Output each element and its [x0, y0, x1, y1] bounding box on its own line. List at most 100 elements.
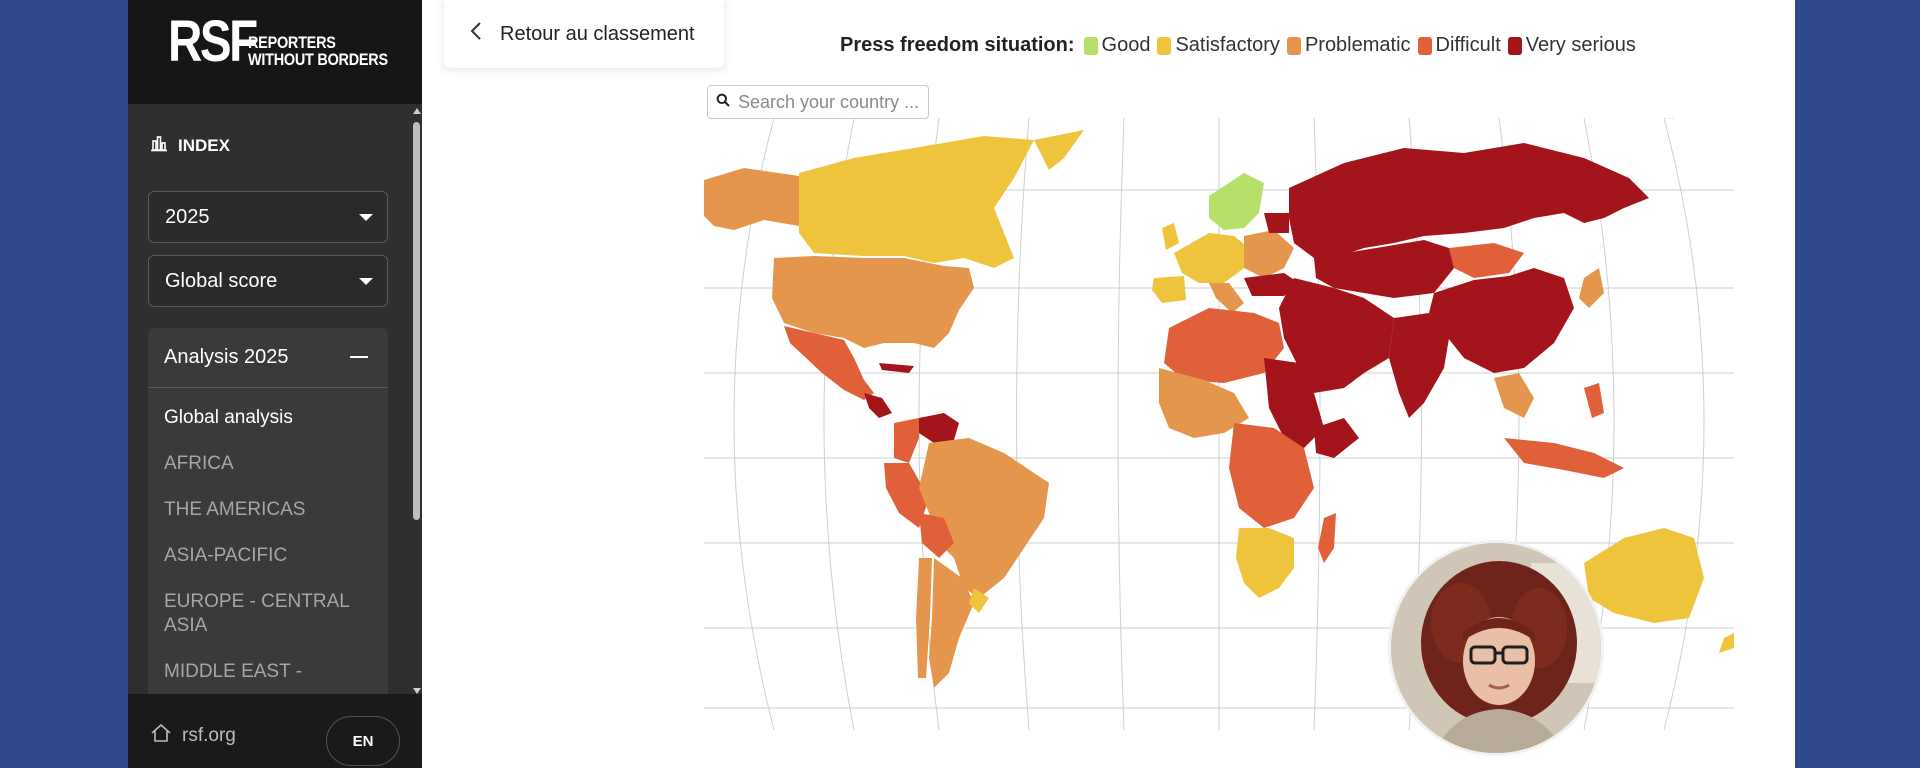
- map-country-bolivia[interactable]: [919, 513, 954, 558]
- sidebar-scrollbar[interactable]: [410, 106, 422, 696]
- legend-item-satisfactory: Satisfactory: [1157, 34, 1280, 57]
- legend-label: Good: [1101, 34, 1151, 56]
- map-country-turkey[interactable]: [1244, 273, 1299, 296]
- map-country-southern-africa[interactable]: [1236, 528, 1294, 598]
- logo-line-2: WITHOUT BORDERS: [248, 50, 388, 69]
- legend-swatch: [1286, 36, 1301, 55]
- legend-item-very-serious: Very serious: [1507, 34, 1636, 57]
- analysis-item-africa[interactable]: AFRICA: [164, 453, 234, 474]
- map-country-alaska[interactable]: [704, 168, 799, 230]
- map-country-venezuela[interactable]: [919, 413, 959, 443]
- home-icon: [150, 722, 172, 750]
- map-country-philippines[interactable]: [1584, 383, 1604, 418]
- legend-label: Problematic: [1304, 34, 1411, 56]
- map-country-argentina[interactable]: [929, 558, 974, 688]
- map-country-north-africa[interactable]: [1164, 308, 1284, 383]
- map-country-central-america[interactable]: [864, 393, 892, 418]
- back-to-ranking-button[interactable]: Retour au classement: [444, 0, 724, 68]
- map-country-italy-balkans[interactable]: [1209, 283, 1244, 313]
- legend-label: Satisfactory: [1175, 34, 1280, 56]
- score-select-value: Global score: [165, 269, 278, 292]
- legend-item-problematic: Problematic: [1286, 34, 1411, 57]
- main-content: Retour au classement Press freedom situa…: [422, 0, 1795, 768]
- legend-label: Very serious: [1525, 34, 1636, 56]
- index-nav[interactable]: INDEX: [150, 134, 230, 157]
- legend-swatch: [1507, 36, 1522, 55]
- caret-down-icon: [359, 278, 373, 285]
- presenter-avatar: [1388, 540, 1604, 756]
- map-country-horn-of-africa[interactable]: [1314, 418, 1359, 458]
- press-freedom-legend: Press freedom situation: Good Satisfacto…: [840, 34, 1643, 57]
- map-country-chile[interactable]: [916, 558, 932, 678]
- rsf-home-link[interactable]: rsf.org: [150, 722, 236, 750]
- rsf-logo-text[interactable]: REPORTERS WITHOUT BORDERS: [248, 34, 388, 68]
- legend-title: Press freedom situation:: [840, 34, 1075, 56]
- language-button[interactable]: EN: [326, 716, 400, 766]
- country-search[interactable]: [707, 85, 929, 119]
- map-country-mongolia[interactable]: [1449, 243, 1524, 278]
- map-country-usa[interactable]: [772, 256, 974, 348]
- year-select[interactable]: 2025: [148, 191, 388, 243]
- map-country-cuba[interactable]: [879, 363, 914, 373]
- map-country-southeast-asia[interactable]: [1494, 373, 1534, 418]
- sidebar-footer: rsf.org EN: [128, 694, 422, 768]
- legend-label: Difficult: [1435, 34, 1501, 56]
- map-country-canada[interactable]: [799, 136, 1034, 268]
- map-country-central-africa[interactable]: [1229, 423, 1314, 528]
- map-country-peru[interactable]: [884, 463, 929, 528]
- map-country-west-africa[interactable]: [1159, 368, 1249, 438]
- sidebar: RSF REPORTERS WITHOUT BORDERS INDEX 2025…: [128, 0, 422, 768]
- scroll-up-arrow-icon[interactable]: [413, 108, 421, 114]
- legend-item-good: Good: [1083, 34, 1151, 57]
- map-country-uk[interactable]: [1162, 223, 1179, 250]
- analysis-item-asia-pacific[interactable]: ASIA-PACIFIC: [164, 545, 288, 566]
- map-country-australia[interactable]: [1584, 528, 1704, 623]
- analysis-item-middle-east[interactable]: MIDDLE EAST -: [164, 661, 302, 682]
- map-country-new-zealand[interactable]: [1719, 633, 1734, 653]
- map-country-china[interactable]: [1429, 268, 1574, 373]
- logo-area: RSF REPORTERS WITHOUT BORDERS: [128, 0, 422, 104]
- home-link-label: rsf.org: [182, 725, 236, 746]
- legend-swatch: [1157, 36, 1172, 55]
- scrollbar-thumb[interactable]: [413, 122, 420, 520]
- logo-line-1: REPORTERS: [248, 33, 336, 52]
- map-country-iberia[interactable]: [1152, 276, 1186, 303]
- map-country-central-asia[interactable]: [1314, 240, 1454, 298]
- map-country-scandinavia[interactable]: [1209, 173, 1264, 230]
- map-country-colombia[interactable]: [894, 418, 919, 463]
- caret-down-icon: [359, 214, 373, 221]
- map-country-japan-korea[interactable]: [1579, 268, 1604, 308]
- legend-swatch: [1417, 36, 1432, 55]
- map-country-indonesia[interactable]: [1504, 438, 1624, 478]
- map-country-egypt-sudan[interactable]: [1264, 358, 1324, 448]
- map-country-uruguay[interactable]: [969, 588, 989, 613]
- map-country-india[interactable]: [1389, 313, 1449, 418]
- score-type-select[interactable]: Global score: [148, 255, 388, 307]
- map-country-brazil[interactable]: [919, 438, 1049, 598]
- analysis-item-americas[interactable]: THE AMERICAS: [164, 499, 306, 520]
- map-country-belarus[interactable]: [1264, 213, 1289, 233]
- map-country-middle-east[interactable]: [1279, 278, 1394, 393]
- chevron-left-icon: [470, 21, 482, 47]
- search-icon: [716, 93, 730, 112]
- map-country-eastern-europe[interactable]: [1244, 230, 1294, 278]
- analysis-panel: Analysis 2025 Global analysis AFRICA THE…: [148, 328, 388, 700]
- presenter-portrait-icon: [1391, 543, 1601, 753]
- analysis-header[interactable]: Analysis 2025: [148, 328, 388, 388]
- bar-chart-icon: [150, 134, 168, 157]
- rsf-logo-mark[interactable]: RSF: [168, 9, 258, 74]
- scroll-down-arrow-icon[interactable]: [413, 688, 421, 694]
- back-button-label: Retour au classement: [500, 22, 695, 45]
- map-country-madagascar[interactable]: [1318, 513, 1336, 563]
- index-label: INDEX: [178, 135, 230, 155]
- collapse-minus-icon[interactable]: [350, 356, 368, 358]
- analysis-item-global[interactable]: Global analysis: [164, 407, 293, 428]
- search-input[interactable]: [738, 91, 918, 113]
- map-country-mexico[interactable]: [784, 326, 874, 400]
- world-press-freedom-map[interactable]: [704, 118, 1734, 730]
- analysis-list: Global analysis AFRICA THE AMERICAS ASIA…: [148, 388, 388, 684]
- map-country-greenland[interactable]: [1034, 130, 1084, 170]
- analysis-item-europe-central-asia[interactable]: EUROPE - CENTRAL ASIA: [164, 591, 350, 636]
- map-country-western-europe[interactable]: [1174, 233, 1249, 283]
- map-country-russia[interactable]: [1289, 143, 1649, 258]
